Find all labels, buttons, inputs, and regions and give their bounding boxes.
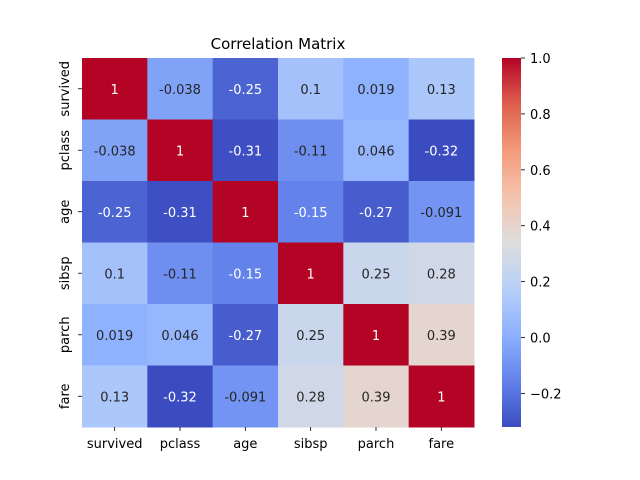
y-axis-ticks: survived pclass age sibsp parch fare [58, 61, 82, 409]
y-tick-label: sibsp [58, 256, 73, 290]
heatmap-cell-fare-parch [343, 365, 410, 428]
heatmap-cell-survived-pclass [147, 58, 214, 120]
x-tick-label: survived [87, 437, 143, 452]
heatmap-cell-sibsp-fare [408, 242, 475, 305]
heatmap-cell-fare-sibsp [278, 365, 344, 428]
cell-value-label: -0.25 [229, 83, 263, 98]
cell-value-label: 0.019 [357, 83, 394, 98]
cell-value-label: 0.13 [100, 390, 129, 405]
chart-title: Correlation Matrix [211, 35, 346, 53]
cell-value-label: 1 [241, 206, 249, 221]
colorbar-tick-label: 0.2 [530, 276, 551, 291]
x-axis-ticks: survived pclass age sibsp parch fare [87, 427, 454, 452]
cell-value-label: 0.13 [427, 83, 456, 98]
heatmap-cell-pclass-parch [343, 119, 410, 182]
heatmap-cell-age-fare [408, 181, 475, 243]
cell-value-label: -0.038 [94, 144, 136, 159]
y-tick-label: parch [58, 316, 73, 353]
cell-value-label: -0.27 [229, 329, 263, 344]
colorbar: 1.0 0.8 0.6 0.4 0.2 0.0 −0.2 [502, 52, 562, 427]
heatmap-cell-pclass-sibsp [278, 119, 344, 182]
heatmap-cell-fare-survived [82, 365, 148, 428]
cell-value-label: 0.019 [96, 329, 133, 344]
x-tick-label: pclass [160, 437, 201, 452]
heatmap-cell-sibsp-age [212, 242, 279, 305]
cell-value-label: -0.31 [229, 144, 263, 159]
cell-value-label: 1 [372, 329, 380, 344]
colorbar-tick-label: 0.4 [530, 220, 551, 235]
colorbar-tick-label: 0.8 [530, 108, 551, 123]
x-tick-label: parch [358, 437, 395, 452]
cell-value-label: -0.11 [163, 267, 197, 282]
heatmap-cell-labels: 1 -0.038 -0.25 0.1 0.019 0.13 -0.038 1 -0.31 -0.1… [94, 83, 463, 406]
heatmap-cell-parch-survived [82, 304, 148, 366]
cell-value-label: 0.28 [296, 390, 325, 405]
heatmap-cell-age-survived [82, 181, 148, 243]
cell-value-label: -0.15 [294, 206, 328, 221]
heatmap-cell-age-parch [343, 181, 410, 243]
heatmap-cell-sibsp-sibsp [278, 242, 344, 305]
cell-value-label: -0.038 [159, 83, 201, 98]
heatmap-cell-pclass-age [212, 119, 279, 182]
heatmap-cell-age-pclass [147, 181, 214, 243]
heatmap-cells [82, 58, 475, 428]
y-tick-label: pclass [58, 130, 73, 171]
cell-value-label: -0.31 [163, 206, 197, 221]
heatmap-cell-survived-age [212, 58, 279, 120]
cell-value-label: 0.046 [357, 144, 394, 159]
cell-value-label: -0.15 [229, 267, 263, 282]
heatmap-cell-parch-sibsp [278, 304, 344, 366]
heatmap-cell-parch-fare [408, 304, 475, 366]
cell-value-label: 0.25 [362, 267, 391, 282]
cell-value-label: 1 [437, 390, 445, 405]
heatmap-cell-survived-fare [408, 58, 475, 120]
y-tick-label: survived [58, 61, 73, 117]
heatmap-cell-age-sibsp [278, 181, 344, 243]
x-tick-label: sibsp [294, 437, 328, 452]
heatmap-cell-pclass-survived [82, 119, 148, 182]
heatmap-cell-fare-pclass [147, 365, 214, 428]
cell-value-label: 0.046 [161, 329, 198, 344]
cell-value-label: 0.39 [362, 390, 391, 405]
colorbar-tick-label: 0.0 [530, 332, 551, 347]
heatmap-cell-sibsp-pclass [147, 242, 214, 305]
heatmap-cell-survived-survived [82, 58, 148, 120]
cell-value-label: 0.28 [427, 267, 456, 282]
cell-value-label: 0.1 [300, 83, 321, 98]
colorbar-tick-label: 1.0 [530, 52, 551, 67]
heatmap-cell-fare-age [212, 365, 279, 428]
heatmap-cell-pclass-pclass [147, 119, 214, 182]
colorbar-gradient [502, 58, 521, 427]
y-tick-label: age [58, 200, 73, 224]
heatmap-cell-fare-fare [408, 365, 475, 428]
cell-value-label: 1 [176, 144, 184, 159]
colorbar-tick-label: 0.6 [530, 164, 551, 179]
colorbar-tick-label: −0.2 [530, 387, 562, 402]
cell-value-label: -0.25 [98, 206, 132, 221]
cell-value-label: -0.27 [359, 206, 393, 221]
heatmap-cell-age-age [212, 181, 279, 243]
y-tick-label: fare [58, 383, 73, 409]
x-tick-label: fare [429, 437, 455, 452]
cell-value-label: 1 [111, 83, 119, 98]
heatmap-cell-survived-sibsp [278, 58, 344, 120]
heatmap-cell-parch-parch [343, 304, 410, 366]
cell-value-label: -0.32 [163, 390, 197, 405]
cell-value-label: 0.1 [104, 267, 125, 282]
cell-value-label: 0.39 [427, 329, 456, 344]
cell-value-label: -0.091 [224, 390, 266, 405]
x-tick-label: age [233, 437, 257, 452]
heatmap-cell-survived-parch [343, 58, 410, 120]
heatmap-cell-sibsp-parch [343, 242, 410, 305]
heatmap-cell-pclass-fare [408, 119, 475, 182]
heatmap-cell-parch-age [212, 304, 279, 366]
cell-value-label: -0.32 [425, 144, 459, 159]
cell-value-label: -0.11 [294, 144, 328, 159]
cell-value-label: -0.091 [420, 206, 462, 221]
cell-value-label: 0.25 [296, 329, 325, 344]
heatmap-cell-sibsp-survived [82, 242, 148, 305]
heatmap-cell-parch-pclass [147, 304, 214, 366]
cell-value-label: 1 [307, 267, 315, 282]
